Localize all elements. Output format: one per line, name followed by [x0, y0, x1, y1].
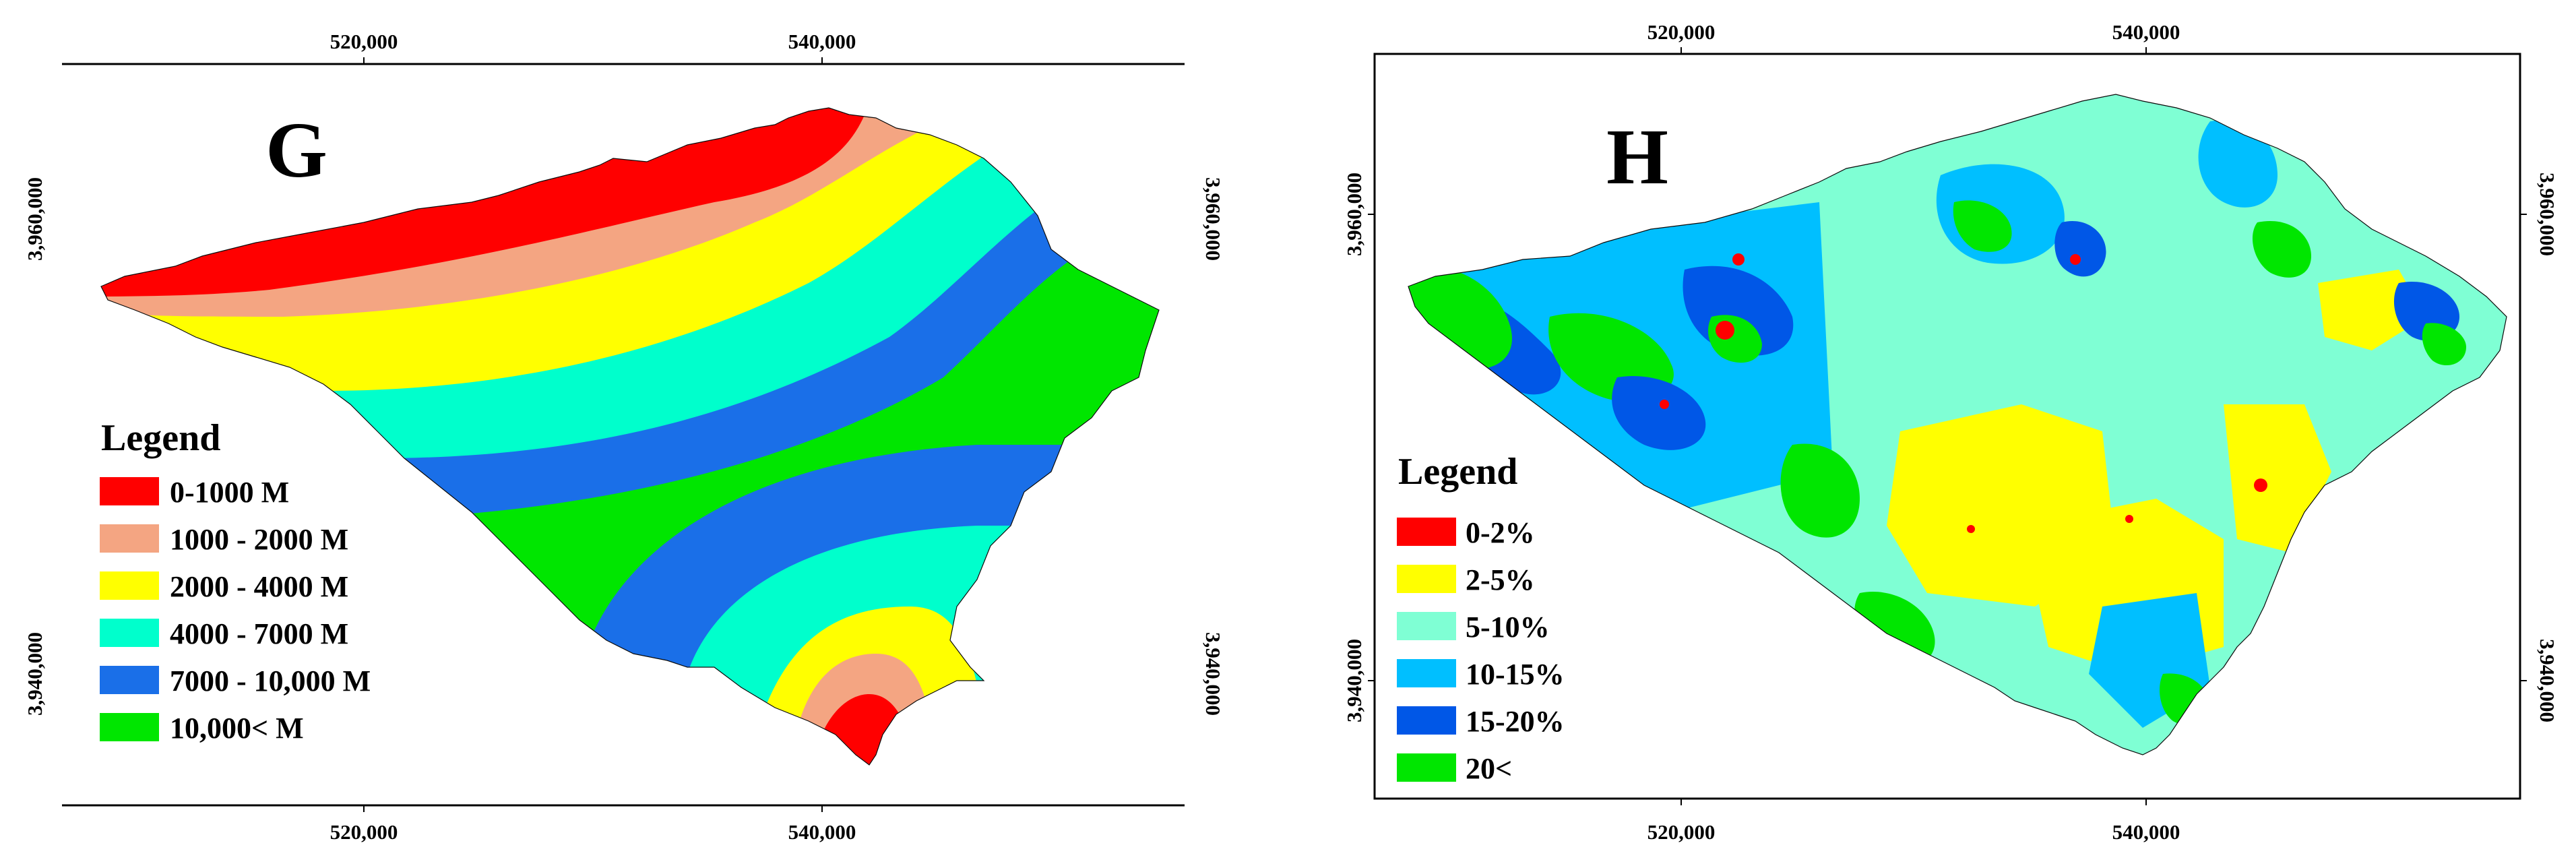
g-region-outline [100, 107, 1160, 766]
g-legend-title: Legend [101, 417, 220, 459]
h-legend-swatch [1397, 706, 1456, 735]
h-y-tick-right-2: 3,940,000 [2536, 639, 2559, 722]
panel-g-letter: G [265, 106, 327, 194]
h-slope-zones [1408, 94, 2507, 755]
g-y-tick-left-1: 3,960,000 [23, 177, 46, 261]
g-legend-label: 10,000< M [170, 712, 304, 745]
g-legend-swatch [100, 477, 159, 505]
g-legend-swatch [100, 524, 159, 553]
h-legend-item: 10-15% [1397, 658, 1565, 691]
g-y-tick-left-2: 3,940,000 [23, 632, 46, 716]
h-y-tick-right-1: 3,960,000 [2536, 173, 2559, 256]
g-south-red-zone [809, 694, 916, 765]
h-y-tick-left-2: 3,940,000 [1342, 639, 1366, 722]
g-x-tick-top-2: 540,000 [788, 30, 856, 53]
g-legend-label: 7000 - 10,000 M [170, 664, 371, 698]
g-legend-swatch [100, 619, 159, 647]
g-legend-item: 0-1000 M [100, 476, 289, 509]
g-legend-label: 1000 - 2000 M [170, 523, 348, 556]
h-x-tick-top-1: 520,000 [1647, 20, 1716, 44]
h-region-outline [1408, 94, 2507, 755]
h-legend-label: 10-15% [1466, 658, 1565, 691]
h-legend-item: 15-20% [1397, 705, 1565, 738]
h-legend-label: 2-5% [1466, 563, 1535, 596]
g-x-tick-bottom-2: 540,000 [788, 820, 856, 844]
h-legend: Legend 0-2% 2-5% 5-10% 10-15% 15-20% [1397, 451, 1565, 785]
h-legend-swatch [1397, 753, 1456, 782]
g-y-tick-right-2: 3,940,000 [1201, 632, 1225, 716]
h-legend-item: 2-5% [1397, 563, 1535, 596]
h-x-tick-bottom-2: 540,000 [2112, 820, 2180, 844]
h-legend-label: 0-2% [1466, 516, 1535, 549]
h-legend-swatch [1397, 659, 1456, 687]
h-legend-label: 5-10% [1466, 611, 1550, 644]
g-legend-item: 1000 - 2000 M [100, 523, 348, 556]
h-legend-item: 5-10% [1397, 611, 1550, 644]
panel-g-map: 520,000 540,000 520,000 540,000 3,960,00… [23, 30, 1225, 844]
h-legend-label: 20< [1466, 752, 1512, 785]
h-legend-item: 20< [1397, 752, 1512, 785]
panel-h-frame [1373, 53, 2521, 800]
panel-h-map: 520,000 540,000 520,000 540,000 3,960,00… [1342, 20, 2559, 844]
h-legend-label: 15-20% [1466, 705, 1565, 738]
h-legend-item: 0-2% [1397, 516, 1535, 549]
h-legend-swatch [1397, 565, 1456, 593]
h-x-tick-top-2: 540,000 [2112, 20, 2180, 44]
h-legend-title: Legend [1398, 451, 1517, 493]
g-legend-label: 2000 - 4000 M [170, 570, 348, 603]
g-distance-zones [101, 108, 1159, 765]
g-legend-item: 10,000< M [100, 712, 304, 745]
g-legend-swatch [100, 713, 159, 741]
g-legend-item: 7000 - 10,000 M [100, 664, 371, 698]
h-x-tick-bottom-1: 520,000 [1647, 820, 1716, 844]
h-legend-swatch [1397, 612, 1456, 640]
g-x-tick-bottom-1: 520,000 [330, 820, 398, 844]
h-y-tick-left-1: 3,960,000 [1342, 173, 1366, 256]
g-legend-label: 4000 - 7000 M [170, 617, 348, 650]
panel-h-letter: H [1606, 113, 1668, 201]
g-legend: Legend 0-1000 M 1000 - 2000 M 2000 - 400… [100, 417, 371, 745]
g-y-tick-right-1: 3,960,000 [1201, 177, 1225, 261]
g-legend-label: 0-1000 M [170, 476, 289, 509]
g-x-tick-top-1: 520,000 [330, 30, 398, 53]
g-legend-item: 2000 - 4000 M [100, 570, 348, 603]
h-legend-swatch [1397, 518, 1456, 546]
g-legend-swatch [100, 571, 159, 600]
g-legend-swatch [100, 666, 159, 694]
g-legend-item: 4000 - 7000 M [100, 617, 348, 650]
